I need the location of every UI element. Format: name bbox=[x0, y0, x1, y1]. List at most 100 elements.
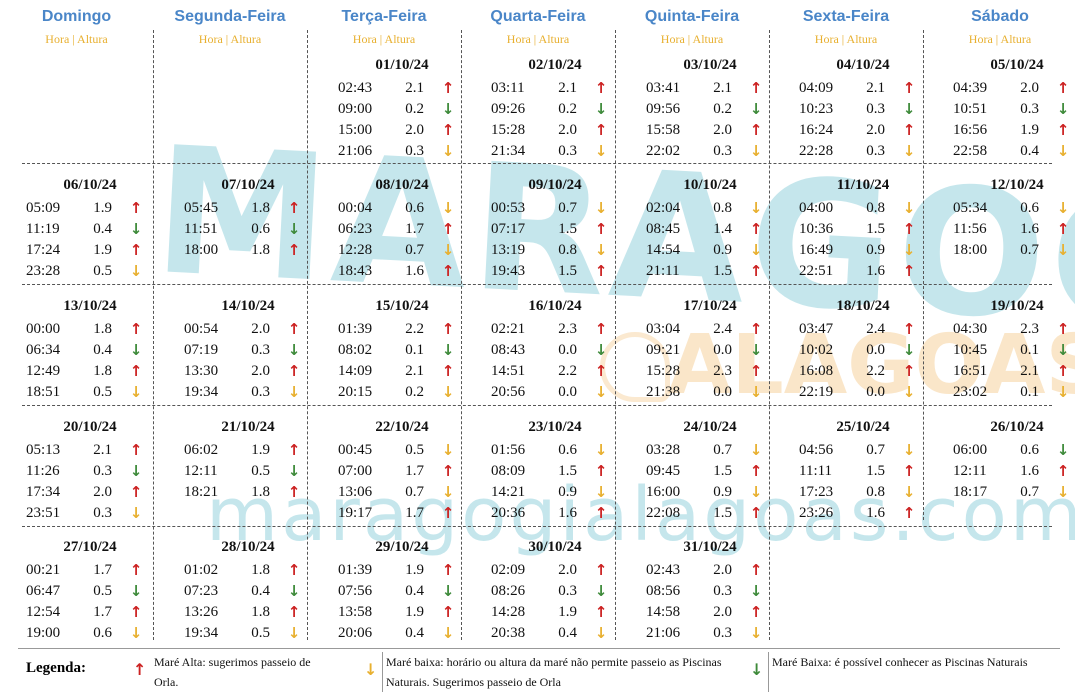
tide-entry: 21:06 0.3 ↓ bbox=[338, 141, 478, 161]
day-header: Quinta-Feira Hora | Altura bbox=[615, 0, 769, 52]
tide-time: 07:23 bbox=[184, 583, 219, 599]
tide-entry: 00:21 1.7 ↑ bbox=[26, 560, 166, 580]
day-name: Quinta-Feira bbox=[644, 8, 740, 25]
arrow-down-yellow-icon: ↓ bbox=[594, 441, 608, 459]
arrow-down-yellow-icon: ↓ bbox=[1056, 483, 1070, 501]
arrow-down-yellow-icon: ↓ bbox=[287, 383, 301, 401]
tide-time: 11:11 bbox=[799, 463, 833, 479]
tide-entry: 03:41 2.1 ↑ bbox=[646, 78, 786, 98]
day-date: 15/10/24 bbox=[375, 298, 429, 314]
tide-height: 1.8 bbox=[251, 562, 270, 578]
tide-height: 2.2 bbox=[558, 363, 577, 379]
tide-time: 20:15 bbox=[338, 384, 373, 400]
tide-height: 1.5 bbox=[713, 463, 732, 479]
tide-height: 1.5 bbox=[558, 263, 577, 279]
tide-height: 2.1 bbox=[1020, 363, 1039, 379]
arrow-up-icon: ↑ bbox=[749, 79, 763, 97]
arrow-up-icon: ↑ bbox=[749, 320, 763, 338]
arrow-down-yellow-icon: ↓ bbox=[441, 142, 455, 160]
tide-time: 13:30 bbox=[184, 363, 219, 379]
arrow-up-icon: ↑ bbox=[594, 220, 608, 238]
arrow-up-icon: ↑ bbox=[594, 603, 608, 621]
legend-high-text: Maré Alta: sugerimos passeio de Orla. bbox=[154, 655, 311, 689]
tide-height: 0.7 bbox=[1020, 242, 1039, 258]
tide-height: 2.2 bbox=[405, 321, 424, 337]
arrow-up-icon: ↑ bbox=[594, 121, 608, 139]
tide-time: 02:04 bbox=[646, 200, 681, 216]
arrow-down-yellow-icon: ↓ bbox=[749, 624, 763, 642]
tide-time: 23:28 bbox=[26, 263, 61, 279]
arrow-down-green-icon: ↓ bbox=[902, 341, 916, 359]
tide-entry: 04:09 2.1 ↑ bbox=[799, 78, 939, 98]
arrow-up-icon: ↑ bbox=[287, 320, 301, 338]
tide-height: 0.5 bbox=[251, 625, 270, 641]
arrow-up-icon: ↑ bbox=[902, 362, 916, 380]
tide-height: 2.3 bbox=[1020, 321, 1039, 337]
tide-entry: 12:28 0.7 ↓ bbox=[338, 240, 478, 260]
tide-height: 2.0 bbox=[713, 562, 732, 578]
tide-height: 1.6 bbox=[1020, 221, 1039, 237]
tide-time: 21:38 bbox=[646, 384, 681, 400]
tide-entry: 11:26 0.3 ↓ bbox=[26, 461, 166, 481]
arrow-down-yellow-icon: ↓ bbox=[594, 483, 608, 501]
tide-height: 2.4 bbox=[713, 321, 732, 337]
arrow-up-icon: ↑ bbox=[441, 462, 455, 480]
tide-entry: 09:45 1.5 ↑ bbox=[646, 461, 786, 481]
arrow-down-yellow-icon: ↓ bbox=[287, 624, 301, 642]
tide-entry: 15:28 2.3 ↑ bbox=[646, 361, 786, 381]
tide-entry: 07:23 0.4 ↓ bbox=[184, 581, 324, 601]
tide-entry: 02:43 2.1 ↑ bbox=[338, 78, 478, 98]
tide-time: 19:17 bbox=[338, 505, 373, 521]
tide-time: 04:30 bbox=[953, 321, 988, 337]
tide-height: 0.7 bbox=[558, 200, 577, 216]
tide-entry: 09:00 0.2 ↓ bbox=[338, 99, 478, 119]
tide-time: 09:56 bbox=[646, 101, 681, 117]
tide-entry: 14:51 2.2 ↑ bbox=[491, 361, 631, 381]
tide-time: 18:43 bbox=[338, 263, 373, 279]
tide-entry: 06:23 1.7 ↑ bbox=[338, 219, 478, 239]
tide-time: 03:41 bbox=[646, 80, 681, 96]
tide-height: 0.8 bbox=[713, 200, 732, 216]
tide-time: 16:51 bbox=[953, 363, 988, 379]
tide-entry: 03:04 2.4 ↑ bbox=[646, 319, 786, 339]
tide-entry: 01:39 1.9 ↑ bbox=[338, 560, 478, 580]
tide-entry: 14:09 2.1 ↑ bbox=[338, 361, 478, 381]
tide-entry: 16:56 1.9 ↑ bbox=[953, 120, 1075, 140]
tide-time: 18:21 bbox=[184, 484, 219, 500]
tide-time: 00:53 bbox=[491, 200, 526, 216]
tide-entry: 20:56 0.0 ↓ bbox=[491, 382, 631, 402]
tide-height: 2.0 bbox=[93, 484, 112, 500]
tide-time: 06:47 bbox=[26, 583, 61, 599]
arrow-down-yellow-icon: ↓ bbox=[441, 483, 455, 501]
tide-entry: 00:45 0.5 ↓ bbox=[338, 440, 478, 460]
tide-time: 02:43 bbox=[646, 562, 681, 578]
tide-time: 06:23 bbox=[338, 221, 373, 237]
tide-height: 1.5 bbox=[713, 505, 732, 521]
tide-height: 0.0 bbox=[713, 342, 732, 358]
tide-height: 1.9 bbox=[251, 442, 270, 458]
day-date: 04/10/24 bbox=[836, 57, 890, 73]
tide-time: 08:43 bbox=[491, 342, 526, 358]
arrow-down-green-icon: ↓ bbox=[129, 462, 143, 480]
tide-time: 08:02 bbox=[338, 342, 373, 358]
tide-height: 1.8 bbox=[251, 484, 270, 500]
arrow-up-icon: ↑ bbox=[287, 483, 301, 501]
tide-entry: 07:56 0.4 ↓ bbox=[338, 581, 478, 601]
tide-height: 0.9 bbox=[713, 242, 732, 258]
tide-entry: 18:43 1.6 ↑ bbox=[338, 261, 478, 281]
tide-height: 0.4 bbox=[1020, 143, 1039, 159]
tide-time: 02:09 bbox=[491, 562, 526, 578]
arrow-up-icon: ↑ bbox=[287, 362, 301, 380]
column-divider bbox=[769, 30, 770, 640]
hora-altura-label: Hora | Altura bbox=[968, 32, 1032, 46]
arrow-down-yellow-icon: ↓ bbox=[1056, 142, 1070, 160]
arrow-down-green-icon: ↓ bbox=[441, 100, 455, 118]
tide-time: 11:26 bbox=[26, 463, 60, 479]
arrow-down-yellow-icon: ↓ bbox=[749, 142, 763, 160]
tide-time: 19:34 bbox=[184, 625, 219, 641]
tide-height: 1.5 bbox=[713, 263, 732, 279]
arrow-down-yellow-icon: ↓ bbox=[902, 441, 916, 459]
tide-time: 00:04 bbox=[338, 200, 373, 216]
tide-entry: 21:34 0.3 ↓ bbox=[491, 141, 631, 161]
arrow-up-icon: ↑ bbox=[749, 220, 763, 238]
